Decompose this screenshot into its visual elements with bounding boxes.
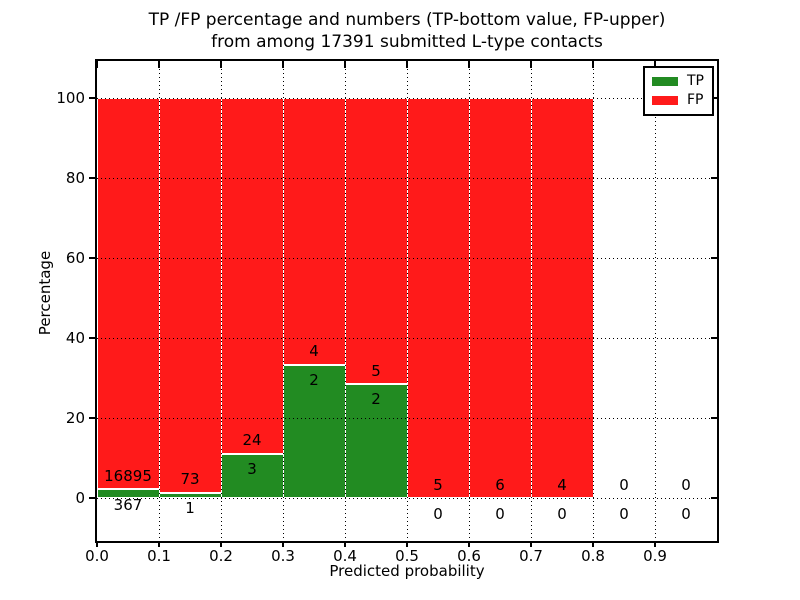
x-tick [530, 541, 532, 547]
fp-count-label: 5 [433, 475, 443, 494]
tp-count-label: 0 [557, 504, 567, 523]
tp-count-label: 1 [185, 499, 195, 518]
plot-area: 0.0 0.1 0.2 0.3 0.4 0.5 0.6 0.7 0.8 0.9 0 20 40 60 80 1… [56, 59, 719, 565]
x-tick [592, 541, 594, 547]
y-tick-label: 80 [65, 169, 85, 187]
fp-count-label: 5 [371, 361, 381, 380]
x-tick [654, 541, 656, 547]
x-tick-label: 0.9 [643, 547, 667, 565]
fp-count-label: 0 [619, 475, 629, 494]
legend-entry-fp: FP [652, 91, 704, 110]
y-axis-label: Percentage [36, 250, 54, 336]
x-tick-label: 0.8 [581, 547, 605, 565]
y-tick [89, 337, 95, 339]
x-tick [282, 541, 284, 547]
legend-label-tp: TP [687, 73, 704, 89]
y-tick-label: 60 [65, 249, 85, 267]
bar-tp [283, 364, 346, 498]
y-tick-label: 20 [65, 409, 85, 427]
x-tick [468, 541, 470, 547]
fp-count-label: 4 [557, 475, 567, 494]
x-tick-label: 0.1 [147, 547, 171, 565]
x-tick [344, 541, 346, 547]
tp-count-label: 0 [619, 504, 629, 523]
chart-title-line-1: TP /FP percentage and numbers (TP-bottom… [148, 10, 666, 30]
bar-tp [221, 453, 284, 498]
annotations-layer: 16895 367 73 1 24 3 4 2 5 2 5 0 6 0 4 0 0 0 0 0 [97, 61, 717, 541]
y-tick [89, 417, 95, 419]
tp-count-label: 0 [433, 504, 443, 523]
x-tick-label: 0.4 [333, 547, 357, 565]
x-tick [220, 541, 222, 547]
fp-count-label: 4 [309, 342, 319, 361]
x-tick [158, 541, 160, 547]
legend-entry-tp: TP [652, 72, 704, 91]
legend-swatch-tp-icon [652, 77, 678, 86]
chart-title-line-2: from among 17391 submitted L-type contac… [211, 32, 603, 52]
x-tick-top [96, 59, 98, 68]
bar-fp [97, 98, 160, 490]
x-tick [406, 541, 408, 547]
tp-count-label: 367 [113, 496, 143, 515]
y-tick [89, 257, 95, 259]
ticks-layer: 0.0 0.1 0.2 0.3 0.4 0.5 0.6 0.7 0.8 0.9 0 20 40 60 80 1… [56, 59, 717, 565]
fp-count-label: 73 [180, 470, 200, 489]
tp-count-label: 2 [309, 371, 319, 390]
x-tick-label: 0.3 [271, 547, 295, 565]
tp-count-label: 0 [495, 504, 505, 523]
x-tick [96, 541, 98, 547]
fp-count-label: 24 [242, 431, 262, 450]
y-tick [89, 97, 95, 99]
bar-fp [221, 98, 284, 454]
tp-count-label: 2 [371, 390, 381, 409]
y-tick [89, 177, 95, 179]
legend-swatch-fp-icon [652, 96, 678, 105]
y-tick-label: 0 [75, 489, 85, 507]
y-tick-label: 100 [56, 89, 85, 107]
x-tick-label: 0.7 [519, 547, 543, 565]
bars-layer [97, 61, 717, 541]
legend: TP FP [643, 66, 714, 116]
x-tick-label: 0.0 [85, 547, 109, 565]
y-tick [89, 497, 95, 499]
x-tick-label: 0.6 [457, 547, 481, 565]
x-tick-label: 0.5 [395, 547, 419, 565]
bar-fp [407, 98, 470, 498]
fp-count-label: 16895 [104, 467, 152, 486]
legend-label-fp: FP [687, 92, 704, 108]
x-tick-label: 0.2 [209, 547, 233, 565]
tp-count-label: 0 [681, 504, 691, 523]
x-axis-label: Predicted probability [329, 562, 485, 580]
fp-count-label: 0 [681, 475, 691, 494]
fp-count-label: 6 [495, 475, 505, 494]
chart-title: TP /FP percentage and numbers (TP-bottom… [97, 9, 717, 53]
y-tick-label: 40 [65, 329, 85, 347]
tp-count-label: 3 [247, 460, 257, 479]
